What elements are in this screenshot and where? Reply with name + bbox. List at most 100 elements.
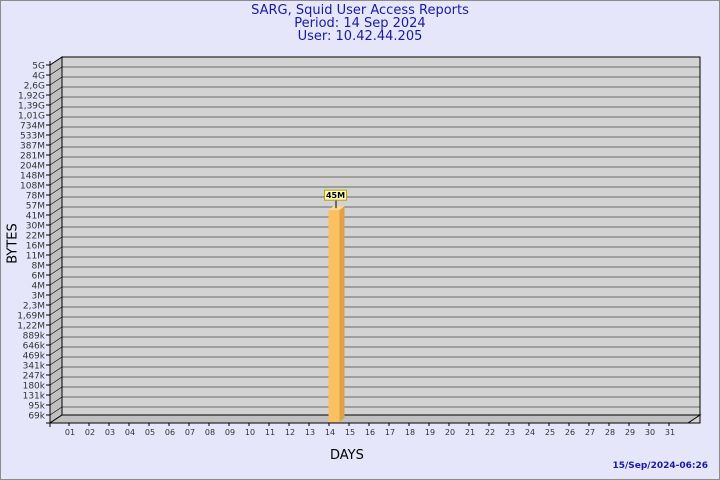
y-tick-label: 646k — [23, 342, 46, 352]
x-tick-label: 21 — [465, 428, 475, 437]
gridline-side — [49, 266, 63, 276]
y-tick-label: 889k — [23, 332, 46, 342]
x-tick-label: 01 — [65, 428, 75, 437]
chart-title: SARG, Squid User Access Reports — [251, 3, 469, 18]
gridline-side — [49, 246, 63, 256]
gridline-side — [49, 126, 63, 136]
x-tick-label: 20 — [445, 428, 455, 437]
gridline-side — [49, 116, 63, 126]
chart-period: Period: 14 Sep 2024 — [294, 16, 426, 31]
x-tick-label: 10 — [245, 428, 255, 437]
y-tick-label: 78M — [26, 192, 45, 202]
x-tick-label: 16 — [365, 428, 375, 437]
y-tick-label: 57M — [26, 202, 45, 212]
plot-floor — [48, 414, 702, 424]
y-tick-label: 148M — [20, 172, 45, 182]
gridline-side — [49, 366, 63, 376]
y-tick-label: 204M — [20, 162, 45, 172]
x-tick-label: 03 — [105, 428, 115, 437]
generated-timestamp: 15/Sep/2024-06:26 — [612, 461, 708, 471]
y-tick-label: 4G — [32, 72, 45, 82]
y-tick-label: 469k — [23, 352, 46, 362]
x-tick-label: 08 — [205, 428, 215, 437]
x-tick-label: 18 — [405, 428, 415, 437]
x-tick-label: 26 — [565, 428, 575, 437]
gridline-side — [49, 176, 63, 186]
x-tick-label: 11 — [265, 428, 275, 437]
gridline-side — [49, 106, 63, 116]
gridline-side — [49, 276, 63, 286]
y-tick-label: 1,39G — [18, 102, 45, 112]
y-tick-label: 5G — [32, 62, 45, 72]
gridline-side — [49, 136, 63, 146]
gridline-side — [49, 216, 63, 226]
gridline-side — [49, 86, 63, 96]
y-tick-label: 281M — [20, 152, 45, 162]
x-tick-label: 13 — [305, 428, 315, 437]
x-tick-label: 05 — [145, 428, 155, 437]
y-tick-label: 8M — [32, 262, 46, 272]
y-tick-label: 247k — [23, 372, 46, 382]
y-tick-label: 734M — [20, 122, 45, 132]
gridline-side — [49, 396, 63, 406]
y-tick-label: 1,92G — [18, 92, 45, 102]
gridline-side — [49, 66, 63, 76]
x-tick-label: 14 — [325, 428, 335, 437]
y-tick-label: 4M — [32, 282, 46, 292]
gridline-side — [49, 326, 63, 336]
x-tick-label: 07 — [185, 428, 195, 437]
gridline-side — [49, 256, 63, 266]
bar-label-box — [324, 189, 347, 201]
y-tick-label: 22M — [26, 232, 45, 242]
y-axis-label: BYTES — [5, 223, 21, 264]
bar-value-label: 45M — [326, 191, 345, 200]
y-tick-label: 16M — [26, 242, 45, 252]
y-tick-label: 1,69M — [17, 312, 45, 322]
x-tick-label: 23 — [505, 428, 515, 437]
gridline-side — [49, 316, 63, 326]
x-tick-label: 17 — [385, 428, 395, 437]
x-tick-label: 06 — [165, 428, 175, 437]
y-tick-label: 1,22M — [17, 322, 45, 332]
gridline-side — [49, 56, 63, 66]
y-tick-label: 387M — [20, 142, 45, 152]
gridline-side — [49, 236, 63, 246]
y-tick-label: 6M — [32, 272, 46, 282]
x-tick-label: 29 — [625, 428, 635, 437]
y-tick-label: 2,6G — [24, 82, 45, 92]
gridline-side — [49, 306, 63, 316]
x-tick-label: 02 — [85, 428, 95, 437]
x-tick-label: 19 — [425, 428, 435, 437]
gridline-side — [49, 166, 63, 176]
y-tick-label: 2,3M — [23, 302, 45, 312]
gridline-side — [49, 196, 63, 206]
gridline-side — [49, 296, 63, 306]
x-tick-label: 15 — [345, 428, 355, 437]
gridline-side — [49, 186, 63, 196]
y-tick-label: 533M — [20, 132, 45, 142]
y-tick-label: 180k — [23, 382, 46, 392]
y-tick-label: 341k — [23, 362, 46, 372]
gridline-side — [49, 346, 63, 356]
y-tick-label: 30M — [26, 222, 45, 232]
chart-user: User: 10.42.44.205 — [297, 29, 423, 44]
gridline-side — [49, 376, 63, 386]
plot-back-wall — [61, 56, 701, 424]
y-tick-label: 1,01G — [18, 112, 45, 122]
gridline-side — [49, 146, 63, 156]
y-tick-label: 3M — [32, 292, 46, 302]
x-tick-label: 22 — [485, 428, 495, 437]
x-tick-label: 09 — [225, 428, 235, 437]
y-tick-label: 108M — [20, 182, 45, 192]
y-tick-label: 69k — [28, 412, 45, 422]
gridline-side — [49, 206, 63, 216]
gridline-side — [49, 76, 63, 86]
x-tick-label: 24 — [525, 428, 535, 437]
y-tick-label: 131k — [23, 392, 46, 402]
gridline-side — [49, 386, 63, 396]
gridline-side — [49, 226, 63, 236]
gridline-side — [49, 336, 63, 346]
x-tick-label: 28 — [605, 428, 615, 437]
y-tick-label: 11M — [26, 252, 45, 262]
